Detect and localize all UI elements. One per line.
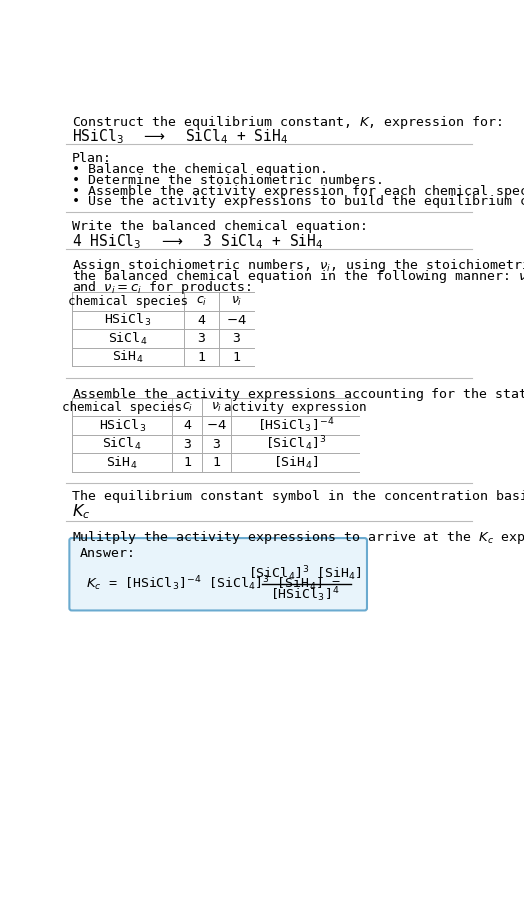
Text: Mulitply the activity expressions to arrive at the $K_c$ expression:: Mulitply the activity expressions to arr… [72, 529, 524, 546]
Text: The equilibrium constant symbol in the concentration basis is:: The equilibrium constant symbol in the c… [72, 491, 524, 503]
Text: Plan:: Plan: [72, 152, 112, 164]
Text: Answer:: Answer: [80, 546, 135, 560]
Text: 3: 3 [198, 332, 205, 345]
Text: SiCl$_4$: SiCl$_4$ [102, 436, 142, 452]
Text: Write the balanced chemical equation:: Write the balanced chemical equation: [72, 220, 368, 233]
Text: the balanced chemical equation in the following manner: $\nu_i = -c_i$ for react: the balanced chemical equation in the fo… [72, 268, 524, 285]
Text: Assemble the activity expressions accounting for the state of matter and $\nu_i$: Assemble the activity expressions accoun… [72, 386, 524, 403]
Text: SiCl$_4$: SiCl$_4$ [108, 331, 148, 346]
Text: activity expression: activity expression [224, 401, 366, 414]
Text: • Determine the stoichiometric numbers.: • Determine the stoichiometric numbers. [72, 174, 384, 187]
Text: [SiCl$_4$]$^3$: [SiCl$_4$]$^3$ [265, 435, 326, 454]
Text: • Balance the chemical equation.: • Balance the chemical equation. [72, 163, 328, 176]
Text: 1: 1 [183, 456, 191, 469]
Text: 4: 4 [198, 314, 205, 327]
Text: 4 HSiCl$_3$  $\longrightarrow$  3 SiCl$_4$ + SiH$_4$: 4 HSiCl$_3$ $\longrightarrow$ 3 SiCl$_4$… [72, 232, 323, 251]
Text: 1: 1 [213, 456, 221, 469]
Text: $c_i$: $c_i$ [196, 295, 207, 309]
Text: SiH$_4$: SiH$_4$ [106, 455, 138, 471]
Text: 4: 4 [183, 419, 191, 432]
Text: and $\nu_i = c_i$ for products:: and $\nu_i = c_i$ for products: [72, 279, 251, 296]
Text: 3: 3 [183, 438, 191, 450]
Text: [HSiCl$_3$]$^{-4}$: [HSiCl$_3$]$^{-4}$ [257, 416, 334, 435]
Text: $K_c$: $K_c$ [72, 502, 90, 521]
FancyBboxPatch shape [69, 538, 367, 611]
Text: $K_c$ = [HSiCl$_3$]$^{-4}$ [SiCl$_4$]$^3$ [SiH$_4$] =: $K_c$ = [HSiCl$_3$]$^{-4}$ [SiCl$_4$]$^3… [85, 574, 341, 593]
Text: • Use the activity expressions to build the equilibrium constant expression.: • Use the activity expressions to build … [72, 196, 524, 208]
Text: HSiCl$_3$  $\longrightarrow$  SiCl$_4$ + SiH$_4$: HSiCl$_3$ $\longrightarrow$ SiCl$_4$ + S… [72, 126, 288, 145]
Text: 3: 3 [232, 332, 241, 345]
Text: Construct the equilibrium constant, $K$, expression for:: Construct the equilibrium constant, $K$,… [72, 114, 502, 131]
Text: $\nu_i$: $\nu_i$ [231, 295, 242, 309]
Text: HSiCl$_3$: HSiCl$_3$ [104, 312, 151, 328]
Text: • Assemble the activity expression for each chemical species.: • Assemble the activity expression for e… [72, 185, 524, 197]
Text: [SiH$_4$]: [SiH$_4$] [272, 455, 318, 471]
Text: chemical species: chemical species [62, 401, 182, 414]
Text: 1: 1 [198, 351, 205, 363]
Text: Assign stoichiometric numbers, $\nu_i$, using the stoichiometric coefficients, $: Assign stoichiometric numbers, $\nu_i$, … [72, 257, 524, 274]
Text: HSiCl$_3$: HSiCl$_3$ [99, 418, 146, 434]
Text: $\nu_i$: $\nu_i$ [211, 401, 222, 414]
Text: [SiCl$_4$]$^3$ [SiH$_4$]: [SiCl$_4$]$^3$ [SiH$_4$] [248, 564, 362, 583]
Text: $c_i$: $c_i$ [181, 401, 193, 414]
Text: 1: 1 [232, 351, 241, 363]
Text: [HSiCl$_3$]$^4$: [HSiCl$_3$]$^4$ [270, 585, 340, 604]
Text: chemical species: chemical species [68, 295, 188, 309]
Text: $-4$: $-4$ [206, 419, 227, 432]
Text: SiH$_4$: SiH$_4$ [112, 349, 144, 365]
Text: $-4$: $-4$ [226, 314, 247, 327]
Text: 3: 3 [213, 438, 221, 450]
